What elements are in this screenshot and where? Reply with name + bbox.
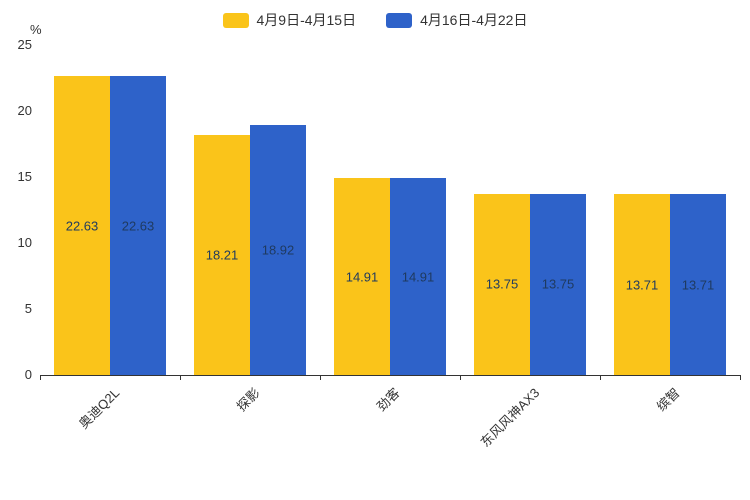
legend-swatch [386,12,413,28]
bar: 13.71 [614,194,670,375]
bar-group: 13.71 13.71 [614,194,726,375]
x-axis-label: 奥迪Q2L [76,385,123,432]
y-axis-tick-label: 10 [17,235,32,250]
bar-group: 22.63 22.63 [54,76,166,375]
x-axis-tick [740,375,741,380]
bar: 14.91 [334,178,390,375]
x-axis-line [40,375,740,376]
legend: 4月9日-4月15日 4月16日-4月22日 [0,10,750,30]
x-axis-tick [460,375,461,380]
x-axis-label: 东风风神AX3 [477,385,543,450]
legend-item[interactable]: 4月9日-4月15日 [222,10,357,30]
bar-value-label: 14.91 [401,269,435,285]
bar-value-label: 13.71 [625,277,659,293]
legend-swatch [222,12,249,28]
bar-group: 13.75 13.75 [474,193,586,375]
y-axis-tick-label: 0 [24,367,32,382]
bar: 22.63 [110,76,166,375]
y-axis-tick-label: 25 [17,37,32,52]
bar: 13.75 [474,193,530,375]
bar-value-label: 14.91 [345,269,379,285]
bar-group: 14.91 14.91 [334,178,446,375]
y-axis-unit-label: % [30,22,42,37]
bar: 14.91 [390,178,446,375]
bar: 13.71 [670,194,726,375]
y-axis-tick-label: 5 [24,301,32,316]
x-axis-tick [40,375,41,380]
y-axis-tick-label: 20 [17,103,32,118]
bar-value-label: 22.63 [121,218,155,234]
bar: 22.63 [54,76,110,375]
bar-group: 18.21 18.92 [194,125,306,375]
bar: 18.92 [250,125,306,375]
x-axis-label: 缤智 [653,385,683,415]
x-axis-tick [320,375,321,380]
legend-label: 4月9日-4月15日 [256,12,357,28]
bar-value-label: 13.75 [485,276,519,292]
legend-item[interactable]: 4月16日-4月22日 [386,10,527,30]
bar-value-label: 18.92 [261,242,295,258]
y-axis: 0 5 10 15 20 25 [0,38,32,382]
legend-label: 4月16日-4月22日 [420,12,528,28]
bar: 13.75 [530,193,586,375]
bar-value-label: 13.71 [681,277,715,293]
x-axis-label: 劲客 [373,385,403,415]
x-axis-tick [600,375,601,380]
bar-value-label: 22.63 [65,218,99,234]
x-axis-tick [180,375,181,380]
y-axis-tick-label: 15 [17,169,32,184]
bar-value-label: 13.75 [541,276,575,292]
bar: 18.21 [194,134,250,375]
plot-area: 22.63 22.63 奥迪Q2L 18.21 18.92 探影 14.91 14.91 劲客 1… [40,45,741,450]
x-axis-label: 探影 [233,385,263,415]
bar-value-label: 18.21 [205,247,239,263]
